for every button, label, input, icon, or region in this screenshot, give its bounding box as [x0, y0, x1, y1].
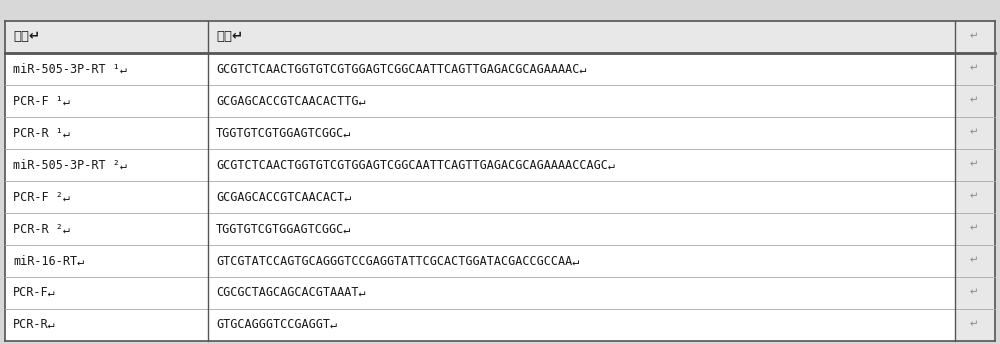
Text: ↵: ↵ [969, 64, 978, 74]
Text: GTGCAGGGTCCGAGGT↵: GTGCAGGGTCCGAGGT↵ [216, 318, 337, 331]
Text: ↵: ↵ [969, 288, 978, 298]
Text: CGCGCTAGCAGCACGTAAAT↵: CGCGCTAGCAGCACGTAAAT↵ [216, 286, 366, 299]
Bar [5, 181, 955, 213]
Text: TGGTGTCGTGGAGTCGGC↵: TGGTGTCGTGGAGTCGGC↵ [216, 222, 351, 235]
Text: GCGAGCACCGTCAACACT↵: GCGAGCACCGTCAACACT↵ [216, 190, 351, 203]
Bar [955, 277, 995, 309]
Text: PCR-F ²↵: PCR-F ²↵ [13, 190, 70, 203]
Text: ↵: ↵ [969, 128, 978, 138]
Text: ↵: ↵ [969, 192, 978, 202]
Text: ↵: ↵ [969, 32, 978, 42]
Text: PCR-R ²↵: PCR-R ²↵ [13, 222, 70, 235]
Text: PCR-F↵: PCR-F↵ [13, 286, 56, 299]
Text: ↵: ↵ [969, 160, 978, 170]
Text: ↵: ↵ [969, 256, 978, 266]
Bar [5, 309, 955, 341]
Bar [955, 117, 995, 149]
Bar [955, 245, 995, 277]
Bar [5, 85, 955, 117]
Text: GCGAGCACCGTCAACACTTG↵: GCGAGCACCGTCAACACTTG↵ [216, 94, 366, 107]
Text: TGGTGTCGTGGAGTCGGC↵: TGGTGTCGTGGAGTCGGC↵ [216, 126, 351, 139]
Bar [955, 85, 995, 117]
Text: GTCGTATCCAGTGCAGGGTCCGAGGTATTCGCACTGGATACGACCGCCAA↵: GTCGTATCCAGTGCAGGGTCCGAGGTATTCGCACTGGATA… [216, 254, 579, 267]
Bar [955, 213, 995, 245]
Text: PCR-R ¹↵: PCR-R ¹↵ [13, 126, 70, 139]
Text: ↵: ↵ [969, 224, 978, 234]
Bar [955, 53, 995, 85]
Text: PCR-F ¹↵: PCR-F ¹↵ [13, 94, 70, 107]
Bar [5, 21, 955, 53]
Text: 序列↵: 序列↵ [216, 30, 243, 43]
Text: ↵: ↵ [969, 96, 978, 106]
Bar [5, 117, 955, 149]
Text: miR-505-3P-RT ²↵: miR-505-3P-RT ²↵ [13, 158, 127, 171]
Text: miR-505-3P-RT ¹↵: miR-505-3P-RT ¹↵ [13, 62, 127, 75]
Bar [5, 213, 955, 245]
Text: PCR-R↵: PCR-R↵ [13, 318, 56, 331]
Bar [5, 277, 955, 309]
Bar [5, 149, 955, 181]
Bar [955, 149, 995, 181]
Bar [5, 53, 955, 85]
Bar [955, 181, 995, 213]
Text: GCGTCTCAACTGGTGTCGTGGAGTCGGCAATTCAGTTGAGACGCAGAAAAC↵: GCGTCTCAACTGGTGTCGTGGAGTCGGCAATTCAGTTGAG… [216, 62, 586, 75]
Text: 名称↵: 名称↵ [13, 30, 40, 43]
Text: miR-16-RT↵: miR-16-RT↵ [13, 254, 84, 267]
Text: ↵: ↵ [969, 320, 978, 330]
Bar [5, 245, 955, 277]
Text: GCGTCTCAACTGGTGTCGTGGAGTCGGCAATTCAGTTGAGACGCAGAAAACCAGC↵: GCGTCTCAACTGGTGTCGTGGAGTCGGCAATTCAGTTGAG… [216, 158, 615, 171]
Bar [955, 21, 995, 53]
Bar [955, 309, 995, 341]
